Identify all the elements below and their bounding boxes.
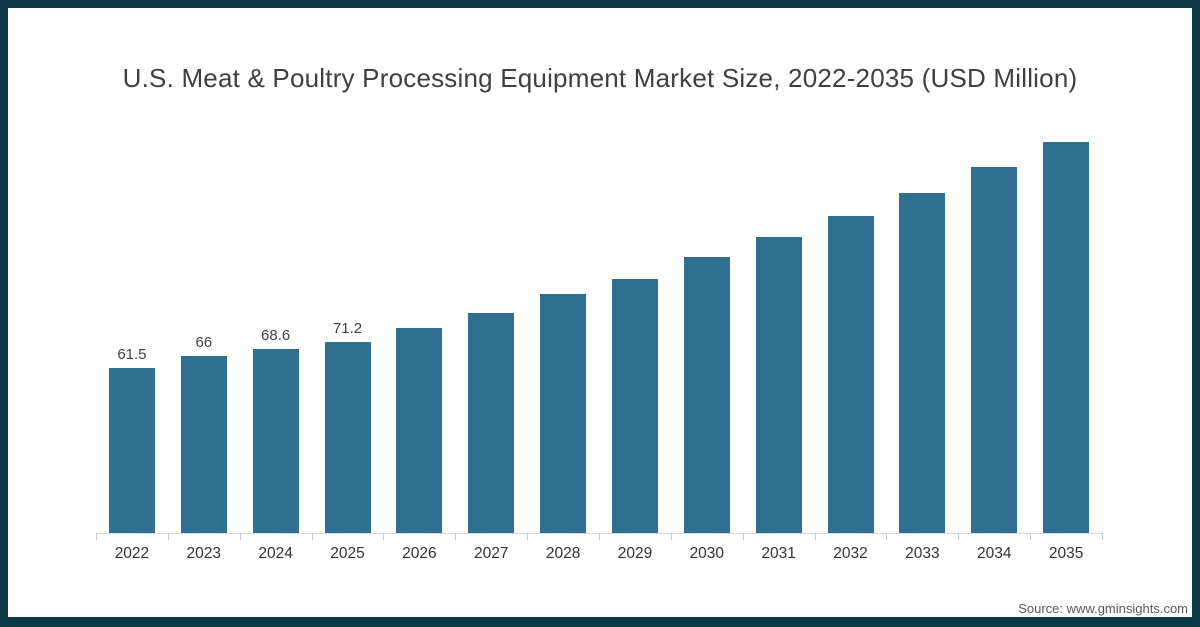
x-tick-label-2031: 2031 bbox=[761, 545, 796, 562]
x-axis-tick bbox=[312, 533, 313, 540]
bar-group-2026 bbox=[383, 133, 455, 533]
bar-2030 bbox=[683, 257, 730, 533]
x-tick-label-2033: 2033 bbox=[905, 545, 940, 562]
x-axis-tick bbox=[455, 533, 456, 540]
bar-2025 bbox=[324, 342, 371, 533]
bar-2032 bbox=[827, 216, 874, 533]
bar-2031 bbox=[755, 237, 802, 533]
bar-group-2024: 68.6 bbox=[240, 133, 312, 533]
x-axis-tick bbox=[383, 533, 384, 540]
bar-value-label: 71.2 bbox=[332, 320, 363, 337]
bar-2027 bbox=[468, 313, 515, 533]
x-tick-label-2027: 2027 bbox=[473, 545, 509, 562]
x-axis-tick bbox=[599, 533, 600, 540]
x-axis-tick bbox=[815, 533, 816, 540]
bar-2033 bbox=[899, 193, 946, 533]
bar-value-label: 66 bbox=[195, 334, 213, 351]
bar-group-2025: 71.2 bbox=[312, 133, 384, 533]
bar-2034 bbox=[971, 167, 1018, 533]
bar-group-2027 bbox=[455, 133, 527, 533]
x-tick-label-2035: 2035 bbox=[1048, 545, 1084, 562]
x-axis-labels: 2022 2023 2024 2025 2026 2027 2028 2029 2030 2031… bbox=[96, 545, 1102, 563]
x-tick-label-2023: 2023 bbox=[186, 545, 222, 562]
x-axis-tick bbox=[168, 533, 169, 540]
x-tick-label-2029: 2029 bbox=[617, 545, 653, 562]
bar-2028 bbox=[540, 294, 587, 533]
bar-group-2029 bbox=[599, 133, 671, 533]
bar-group-2023: 66 bbox=[168, 133, 240, 533]
bar-2026 bbox=[396, 328, 443, 533]
source-attribution: Source: www.gminsights.com bbox=[1018, 601, 1188, 616]
bar-2029 bbox=[611, 279, 658, 533]
bar-group-2031 bbox=[743, 133, 815, 533]
plot-area: 61.5 66 68.6 71.2 bbox=[96, 133, 1102, 533]
x-axis-tick bbox=[1030, 533, 1031, 540]
x-tick-label-2028: 2028 bbox=[545, 545, 581, 562]
x-axis-tick bbox=[1102, 533, 1103, 540]
x-axis-tick bbox=[743, 533, 744, 540]
x-tick-label-2030: 2030 bbox=[689, 545, 725, 562]
x-tick-label-2024: 2024 bbox=[258, 545, 293, 562]
bar-2024 bbox=[252, 349, 299, 533]
x-tick-label-2032: 2032 bbox=[833, 545, 868, 562]
x-tick-label-2025: 2025 bbox=[330, 545, 365, 562]
bar-group-2034 bbox=[958, 133, 1030, 533]
bar-group-2035 bbox=[1030, 133, 1102, 533]
x-axis-tick bbox=[886, 533, 887, 540]
x-axis-tick bbox=[671, 533, 672, 540]
bar-2035 bbox=[1043, 142, 1090, 533]
bar-2023 bbox=[180, 356, 227, 533]
bar-group-2032 bbox=[815, 133, 887, 533]
bar-group-2022: 61.5 bbox=[96, 133, 168, 533]
x-tick-label-2034: 2034 bbox=[977, 545, 1012, 562]
x-axis-tick bbox=[527, 533, 528, 540]
x-axis-tick bbox=[240, 533, 241, 540]
bar-value-label: 68.6 bbox=[261, 327, 291, 344]
bar-group-2033 bbox=[886, 133, 958, 533]
bar-2022 bbox=[108, 368, 155, 533]
x-tick-label-2026: 2026 bbox=[402, 545, 437, 562]
bar-group-2028 bbox=[527, 133, 599, 533]
x-axis-tick bbox=[958, 533, 959, 540]
bar-value-label: 61.5 bbox=[117, 346, 147, 363]
x-axis-tick bbox=[96, 533, 97, 540]
bar-group-2030 bbox=[671, 133, 743, 533]
chart-title: U.S. Meat & Poultry Processing Equipment… bbox=[122, 63, 1078, 93]
x-tick-label-2022: 2022 bbox=[114, 545, 150, 562]
